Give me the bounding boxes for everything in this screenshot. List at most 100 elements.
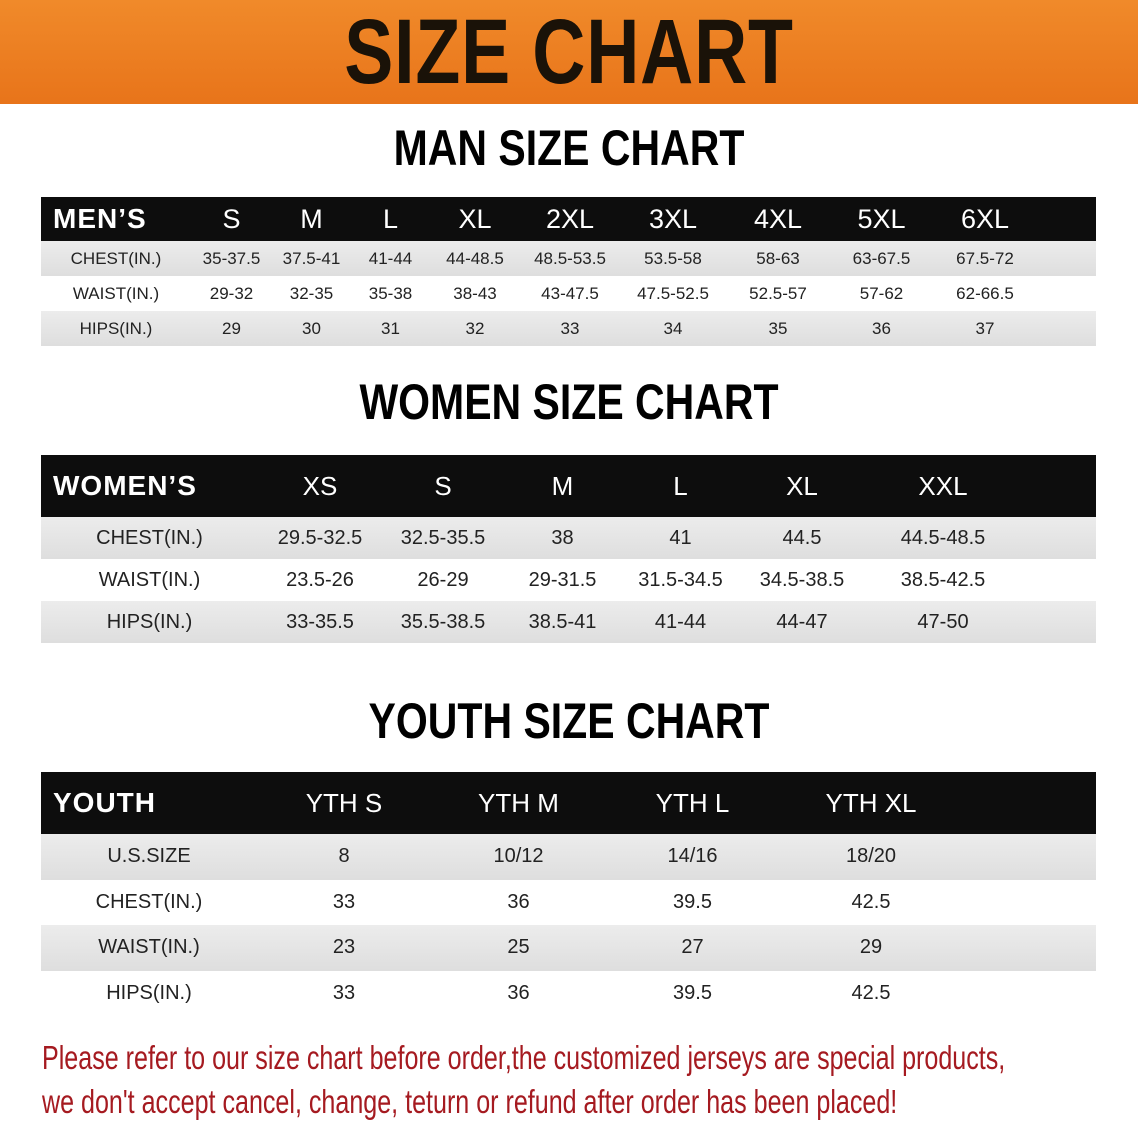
row-label: WAIST(IN.): [98, 568, 201, 591]
size-cell: YTH XL: [825, 787, 917, 818]
row-label: HIPS(IN.): [106, 610, 193, 633]
row-label: MEN’S: [53, 203, 147, 234]
size-cell: 47.5-52.5: [637, 283, 709, 303]
table-row: HIPS(IN.) 33-35.5 35.5-38.5 38.5-41 41-44 44-…: [41, 601, 1096, 643]
men-size-table: MEN’S S M L XL 2XL 3XL 4XL 5XL 6XL CHEST(IN.) 35-37…: [41, 197, 1096, 346]
size-cell: 38-43: [453, 283, 497, 303]
size-cell: 35-37.5: [202, 248, 261, 268]
size-cell: S: [434, 470, 452, 501]
size-cell: 44.5: [782, 526, 822, 549]
size-cell: 32: [465, 318, 485, 338]
row-label: HIPS(IN.): [79, 318, 153, 338]
size-cell: 37: [975, 318, 995, 338]
size-cell: 33: [332, 890, 356, 913]
size-cell: 25: [507, 936, 530, 959]
size-cell: 67.5-72: [956, 248, 1014, 268]
size-cell: 62-66.5: [956, 283, 1014, 303]
size-cell: 18/20: [845, 845, 897, 868]
size-cell: 32.5-35.5: [400, 526, 486, 549]
size-cell: 27: [681, 936, 704, 959]
size-cell: 48.5-53.5: [534, 248, 606, 268]
table-row: CHEST(IN.) 35-37.5 37.5-41 41-44 44-48.5 48.5…: [41, 241, 1096, 276]
size-cell: 38.5-42.5: [900, 568, 986, 591]
size-cell: 29: [222, 318, 241, 338]
size-cell: 33: [332, 981, 356, 1004]
size-cell: 31: [381, 318, 400, 338]
size-cell: 53.5-58: [644, 248, 702, 268]
men-heading: MAN SIZE CHART: [393, 120, 745, 176]
notice-line-1: Please refer to our size chart before or…: [42, 1039, 1006, 1076]
size-cell: 41: [669, 526, 692, 549]
size-cell: 33: [560, 318, 580, 338]
title-banner: SIZE CHART: [0, 0, 1138, 104]
size-cell: 8: [338, 845, 350, 868]
size-cell: 35-38: [368, 283, 413, 303]
size-cell: 5XL: [857, 203, 906, 234]
size-cell: 44.5-48.5: [900, 526, 986, 549]
table-row: HIPS(IN.) 33 36 39.5 42.5: [41, 970, 1096, 1016]
size-cell: 32-35: [289, 283, 334, 303]
size-cell: L: [673, 470, 688, 501]
row-label: HIPS(IN.): [106, 981, 192, 1004]
size-cell: 23: [332, 936, 356, 959]
size-cell: 41-44: [368, 248, 413, 268]
size-cell: 34: [663, 318, 683, 338]
row-label: WOMEN’S: [53, 470, 197, 501]
row-label: YOUTH: [53, 787, 156, 818]
size-cell: 29.5-32.5: [277, 526, 363, 549]
row-label: CHEST(IN.): [95, 890, 203, 913]
size-cell: 42.5: [851, 981, 891, 1004]
women-size-table: WOMEN’S XS S M L XL XXL CHEST(IN.) 29.5-32.5 32.5…: [41, 455, 1096, 643]
row-label: U.S.SIZE: [107, 845, 191, 868]
size-cell: YTH S: [305, 787, 383, 818]
size-cell: 52.5-57: [749, 283, 807, 303]
size-cell: XS: [302, 470, 338, 501]
size-cell: 39.5: [673, 890, 712, 913]
size-cell: 44-47: [776, 610, 828, 633]
header-row: MEN’S S M L XL 2XL 3XL 4XL 5XL 6XL: [41, 197, 1096, 241]
size-cell: 6XL: [960, 203, 1010, 234]
size-cell: 38: [551, 526, 574, 549]
size-cell: S: [222, 203, 241, 234]
youth-size-table: YOUTH YTH S YTH M YTH L YTH XL U.S.SIZE 8 10/12…: [41, 772, 1096, 1016]
size-cell: 35: [768, 318, 788, 338]
notice-line-2: we don't accept cancel, change, teturn o…: [42, 1083, 898, 1120]
size-cell: 34.5-38.5: [759, 568, 845, 591]
row-label: WAIST(IN.): [98, 936, 200, 959]
size-cell: L: [382, 203, 399, 234]
size-cell: XXL: [918, 470, 968, 501]
row-label: CHEST(IN.): [70, 248, 162, 268]
size-cell: 2XL: [545, 203, 595, 234]
size-cell: XL: [786, 470, 818, 501]
size-cell: 44-48.5: [446, 248, 504, 268]
table-row: WAIST(IN.) 23.5-26 26-29 29-31.5 31.5-34.5 34…: [41, 559, 1096, 601]
size-cell: M: [300, 203, 323, 234]
size-cell: 47-50: [917, 610, 969, 633]
table-row: CHEST(IN.) 29.5-32.5 32.5-35.5 38 41 44.5 44.5…: [41, 517, 1096, 559]
size-cell: 42.5: [851, 890, 891, 913]
size-cell: 37.5-41: [282, 248, 341, 268]
size-cell: 29: [859, 936, 883, 959]
size-cell: 58-63: [756, 248, 800, 268]
table-row: U.S.SIZE 8 10/12 14/16 18/20: [41, 834, 1096, 880]
size-cell: YTH M: [478, 787, 559, 818]
header-row: WOMEN’S XS S M L XL XXL: [41, 455, 1096, 517]
table-row: HIPS(IN.) 29 30 31 32 33 34 35 36 37: [41, 311, 1096, 346]
size-cell: 39.5: [673, 981, 712, 1004]
women-heading: WOMEN SIZE CHART: [359, 374, 779, 430]
header-row: YOUTH YTH S YTH M YTH L YTH XL: [41, 772, 1096, 834]
size-cell: 57-62: [859, 283, 904, 303]
size-cell: 36: [507, 890, 530, 913]
size-cell: M: [551, 470, 574, 501]
size-cell: 31.5-34.5: [638, 568, 723, 591]
size-cell: 36: [507, 981, 530, 1004]
page-title: SIZE CHART: [344, 1, 794, 103]
size-cell: 33-35.5: [286, 610, 354, 633]
size-cell: 29-32: [209, 283, 254, 303]
table-row: WAIST(IN.) 29-32 32-35 35-38 38-43 43-47.5 47.…: [41, 276, 1096, 311]
size-cell: 23.5-26: [286, 568, 354, 591]
table-row: WAIST(IN.) 23 25 27 29: [41, 925, 1096, 971]
size-cell: 3XL: [648, 203, 698, 234]
table-row: CHEST(IN.) 33 36 39.5 42.5: [41, 879, 1096, 925]
row-label: CHEST(IN.): [96, 526, 203, 549]
